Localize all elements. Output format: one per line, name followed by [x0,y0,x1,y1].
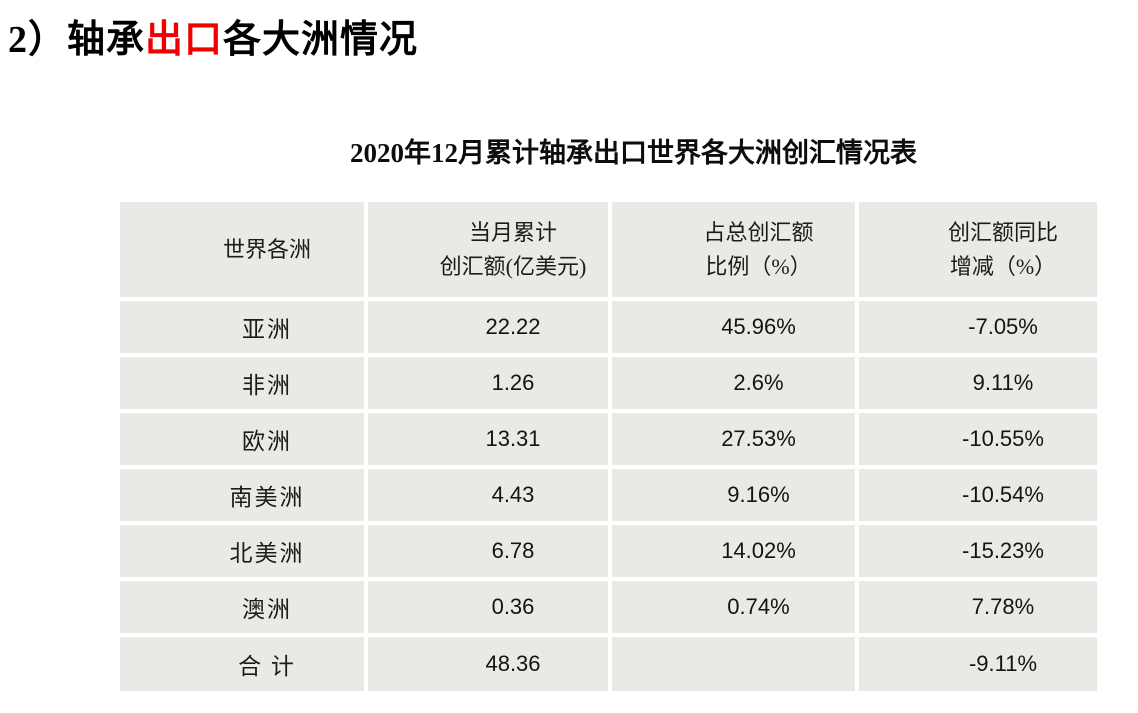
table-cell-share: 9.16% [612,469,855,521]
column-header-amount-line2: 创汇额(亿美元) [439,253,587,279]
column-header-amount: 当月累计 创汇额(亿美元) [368,202,608,297]
page-title-highlight: 出口 [145,19,224,61]
table-cell-region: 欧洲 [120,413,364,465]
table-cell-amount: 13.31 [368,413,608,465]
column-header-amount-line1: 当月累计 [468,219,557,245]
table-cell-region: 非洲 [120,357,364,409]
page-title: 2）轴承出口各大洲情况 [8,8,418,63]
column-header-share-line1: 占总创汇额 [703,219,814,245]
page-title-prefix: 2）轴承 [8,19,146,61]
column-header-share: 占总创汇额 比例（%） [612,202,855,297]
table-cell-amount: 22.22 [368,301,608,353]
table-cell-amount: 6.78 [368,525,608,577]
export-by-continent-table: 世界各洲 当月累计 创汇额(亿美元) 占总创汇额 比例（%） 创汇额同比 增减（… [120,202,1097,691]
table-cell-yoy: -10.54% [859,469,1097,521]
column-header-yoy: 创汇额同比 增减（%） [859,202,1097,297]
table-cell-yoy-total: -9.11% [859,637,1097,691]
table-cell-yoy: -15.23% [859,525,1097,577]
table-cell-yoy: 7.78% [859,581,1097,633]
column-header-region: 世界各洲 [120,202,364,297]
table-cell-region: 北美洲 [120,525,364,577]
page-title-suffix: 各大洲情况 [223,19,419,61]
table-cell-share: 45.96% [612,301,855,353]
table-cell-amount: 0.36 [368,581,608,633]
table-cell-region: 澳洲 [120,581,364,633]
table-cell-amount-total: 48.36 [368,637,608,691]
table-cell-region: 南美洲 [120,469,364,521]
table-cell-share: 0.74% [612,581,855,633]
table-cell-amount: 1.26 [368,357,608,409]
table-cell-region: 亚洲 [120,301,364,353]
table-cell-share: 14.02% [612,525,855,577]
column-header-yoy-line2: 增减（%） [949,253,1057,279]
column-header-region-label: 世界各洲 [222,236,311,262]
column-header-share-line2: 比例（%） [705,253,812,279]
column-header-yoy-line1: 创汇额同比 [947,219,1058,245]
table-cell-amount: 4.43 [368,469,608,521]
table-cell-share-total [612,637,855,691]
table-cell-yoy: -7.05% [859,301,1097,353]
table-cell-yoy: 9.11% [859,357,1097,409]
table-cell-share: 27.53% [612,413,855,465]
table-title: 2020年12月累计轴承出口世界各大洲创汇情况表 [350,138,917,168]
table-cell-region-total: 合 计 [120,637,364,691]
table-cell-yoy: -10.55% [859,413,1097,465]
table-cell-share: 2.6% [612,357,855,409]
